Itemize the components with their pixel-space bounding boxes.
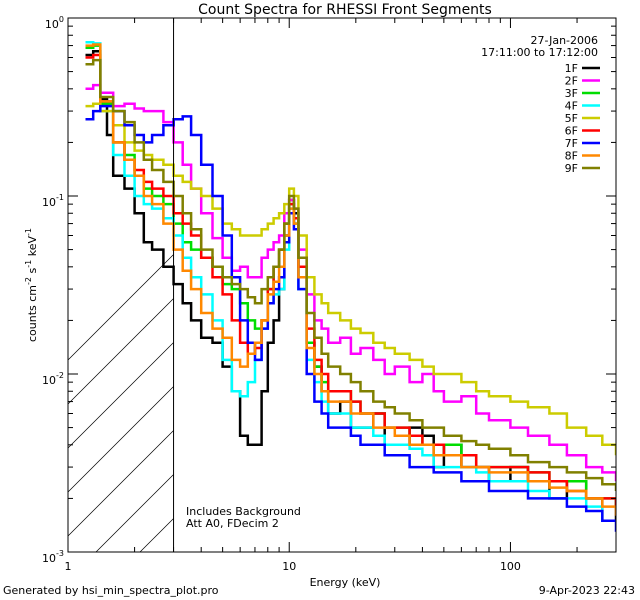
date-label: 27-Jan-2006 (531, 34, 599, 47)
hatch-line (67, 298, 174, 405)
legend-label: 7F (565, 137, 578, 150)
legend-label: 8F (565, 150, 578, 163)
series-layer (85, 41, 616, 532)
chart-title: Count Spectra for RHESSI Front Segments (198, 2, 492, 18)
x-tick-label: 1 (65, 560, 72, 573)
series-8F (85, 43, 616, 516)
hatch-line (67, 254, 174, 361)
legend-label: 3F (565, 87, 578, 100)
x-tick-label: 100 (500, 560, 521, 573)
hatch-line (95, 474, 174, 553)
legend-label: 9F (565, 162, 578, 175)
legend-label: 4F (565, 100, 578, 113)
plot-frame (67, 17, 617, 553)
y-axis-label: counts cm-2 s-1 keV-1 (24, 228, 39, 342)
annotation-attenuator: Att A0, FDecim 2 (186, 517, 279, 530)
legend-label: 5F (565, 112, 578, 125)
hatch-line (67, 430, 174, 537)
y-tick-label: 10-3 (42, 549, 64, 565)
x-axis-label: Energy (keV) (310, 576, 381, 589)
timestamp-label: 9-Apr-2023 22:43 (538, 584, 635, 597)
hatch-line (139, 518, 174, 553)
axis-ticks (67, 18, 617, 553)
hatch-line (67, 386, 174, 493)
legend-label: 6F (565, 125, 578, 138)
annotation-background: Includes Background (186, 505, 301, 518)
series-9F (85, 58, 616, 491)
x-tick-label: 10 (282, 560, 296, 573)
series-5F (85, 102, 616, 456)
hatch-line (67, 342, 174, 449)
y-tick-label: 10-2 (42, 371, 64, 387)
time-range-label: 17:11:00 to 17:12:00 (481, 46, 598, 59)
hatched-region (67, 254, 174, 553)
y-tick-label: 10-1 (42, 193, 64, 209)
legend-label: 1F (565, 62, 578, 75)
legend-label: 2F (565, 75, 578, 88)
y-tick-label: 100 (45, 15, 64, 31)
generated-by-label: Generated by hsi_min_spectra_plot.pro (3, 584, 219, 597)
